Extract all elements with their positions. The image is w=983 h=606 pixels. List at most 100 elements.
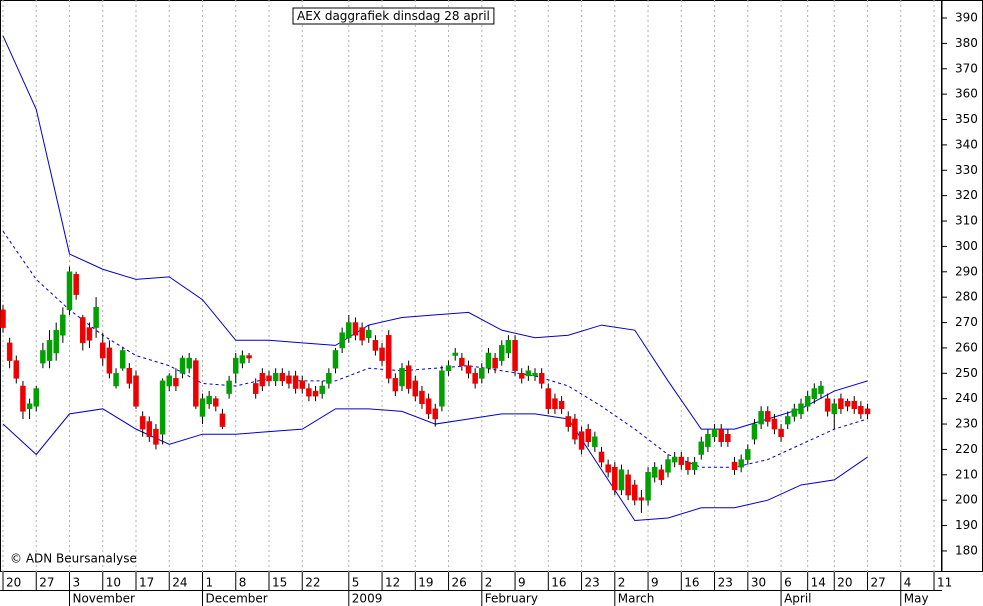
candle-body — [651, 466, 658, 478]
candle-body — [332, 350, 339, 369]
candle-body — [232, 357, 239, 374]
y-tick-label: 370 — [955, 61, 978, 75]
candle-body — [259, 373, 266, 387]
candle-body — [725, 433, 731, 443]
candle-body — [605, 464, 611, 473]
band-line — [2, 230, 868, 468]
candle-body — [173, 378, 179, 387]
candle-body — [585, 428, 591, 443]
candle-body — [492, 357, 498, 369]
x-tick-label: 2 — [485, 576, 493, 590]
candle-body — [93, 307, 99, 328]
y-tick-label: 350 — [955, 112, 978, 126]
candle-body — [798, 403, 804, 415]
candle-body — [538, 373, 545, 384]
candle-body — [252, 383, 259, 394]
x-tick-label: 30 — [751, 576, 766, 590]
x-tick-label: 27 — [871, 576, 886, 590]
candle-body — [645, 472, 651, 501]
y-tick-label: 180 — [955, 543, 978, 557]
candle-body — [0, 309, 6, 328]
candle-body — [432, 408, 439, 420]
candle-body — [73, 274, 79, 295]
candle-body — [66, 271, 73, 311]
candle-body — [445, 365, 452, 372]
y-tick-label: 320 — [955, 188, 978, 202]
candle-body — [738, 459, 744, 468]
x-tick-label: 8 — [239, 576, 247, 590]
candle-body — [359, 327, 365, 341]
y-tick-label: 280 — [955, 290, 978, 304]
x-tick-label: 2 — [618, 576, 626, 590]
candle-body — [299, 380, 306, 389]
candle-body — [625, 474, 631, 496]
x-tick-label: 12 — [385, 576, 400, 590]
candle-body — [685, 461, 691, 470]
candle-body — [532, 373, 538, 377]
candle-body — [485, 352, 492, 369]
candle-body — [791, 408, 798, 417]
candle-body — [40, 350, 46, 364]
candle-body — [838, 398, 844, 410]
candle-body — [279, 373, 286, 382]
candle-body — [339, 332, 345, 349]
candle-body — [312, 390, 319, 397]
candle-body — [412, 380, 419, 397]
y-tick-label: 190 — [955, 518, 978, 532]
month-label: May — [904, 592, 929, 606]
y-tick-label: 270 — [955, 315, 978, 329]
x-tick-label: 23 — [718, 576, 733, 590]
candle-body — [691, 461, 698, 470]
candle-body — [678, 456, 685, 465]
x-tick-label: 1 — [205, 576, 213, 590]
y-tick-label: 330 — [955, 163, 978, 177]
candle-body — [153, 428, 159, 445]
candle-body — [592, 436, 598, 448]
candle-body — [292, 375, 299, 389]
y-tick-label: 220 — [955, 442, 978, 456]
candle-body — [26, 403, 33, 410]
candle-body — [572, 418, 578, 440]
candle-body — [439, 370, 445, 407]
y-tick-label: 310 — [955, 214, 978, 228]
candle-body — [372, 340, 379, 351]
candle-body — [671, 456, 678, 463]
y-tick-label: 390 — [955, 11, 978, 25]
candle-body — [306, 388, 312, 397]
month-label: February — [485, 592, 538, 606]
x-tick-label: 19 — [418, 576, 433, 590]
candle-body — [33, 388, 39, 407]
x-tick-label: 15 — [272, 576, 287, 590]
month-label: April — [784, 592, 811, 606]
candle-body — [751, 423, 758, 440]
y-tick-label: 340 — [955, 137, 978, 151]
candle-body — [505, 340, 512, 354]
candle-body — [545, 388, 552, 410]
candle-body — [179, 357, 186, 374]
candle-body — [199, 398, 206, 417]
y-tick-label: 260 — [955, 340, 978, 354]
x-tick-label: 9 — [651, 576, 659, 590]
candle-body — [718, 428, 724, 443]
y-tick-label: 200 — [955, 493, 978, 507]
candle-body — [239, 355, 246, 364]
candle-body — [226, 380, 232, 394]
candle-body — [286, 375, 292, 384]
candle-body — [133, 375, 139, 407]
candle-body — [638, 497, 645, 501]
x-tick-label: 16 — [551, 576, 566, 590]
candle-body — [784, 416, 791, 425]
candle-body — [319, 385, 325, 394]
candle-body — [80, 317, 86, 344]
candle-body — [419, 390, 425, 404]
candle-body — [851, 400, 857, 410]
candle-body — [858, 406, 864, 415]
axes: 1801902002102202302402502602702802903003… — [2, 11, 978, 606]
candle-body — [405, 365, 412, 389]
candle-body — [811, 388, 818, 399]
candle-body — [186, 357, 192, 369]
x-tick-label: 11 — [937, 576, 952, 590]
candle-body — [565, 416, 572, 427]
grid — [2, 0, 935, 572]
